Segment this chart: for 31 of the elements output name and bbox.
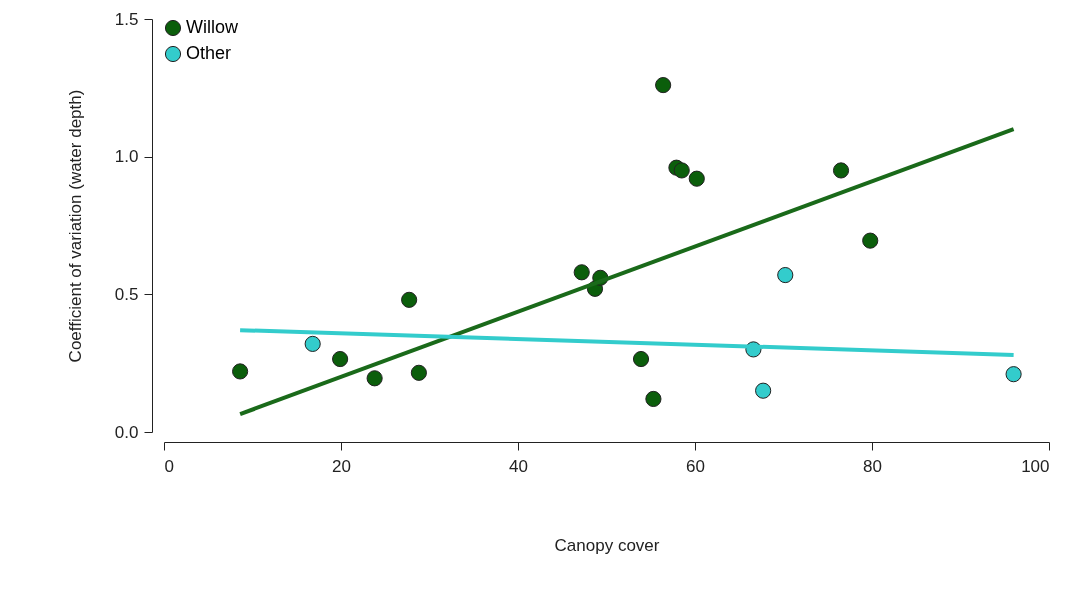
x-tick-label: 60 bbox=[686, 456, 705, 476]
point bbox=[410, 364, 427, 381]
point bbox=[366, 370, 383, 387]
point bbox=[1005, 366, 1022, 383]
point bbox=[304, 335, 321, 352]
point bbox=[573, 264, 590, 281]
point bbox=[332, 350, 349, 368]
x-tick-label: 0 bbox=[164, 456, 174, 476]
point bbox=[777, 266, 794, 284]
legend-label: Willow bbox=[186, 17, 239, 37]
point bbox=[832, 162, 850, 179]
y-axis-title: Coefficient of variation (water depth) bbox=[65, 89, 85, 363]
x-tick-label: 40 bbox=[509, 456, 528, 476]
point bbox=[632, 350, 650, 368]
legend-label: Other bbox=[186, 43, 232, 63]
y-tick-label: 0.5 bbox=[114, 284, 139, 304]
point bbox=[862, 232, 879, 249]
point bbox=[645, 390, 662, 408]
point bbox=[655, 77, 672, 94]
y-tick-label: 0.0 bbox=[114, 422, 139, 442]
point bbox=[401, 291, 418, 308]
y-tick-label: 1.0 bbox=[114, 147, 139, 167]
x-tick-label: 80 bbox=[863, 456, 882, 476]
x-axis-title: Canopy cover bbox=[554, 535, 660, 555]
point bbox=[755, 382, 772, 399]
point bbox=[673, 162, 690, 179]
point bbox=[688, 170, 705, 187]
y-tick-label: 1.5 bbox=[114, 9, 139, 29]
point bbox=[232, 363, 249, 380]
x-tick-label: 100 bbox=[1021, 456, 1050, 476]
x-tick-label: 20 bbox=[332, 456, 351, 476]
